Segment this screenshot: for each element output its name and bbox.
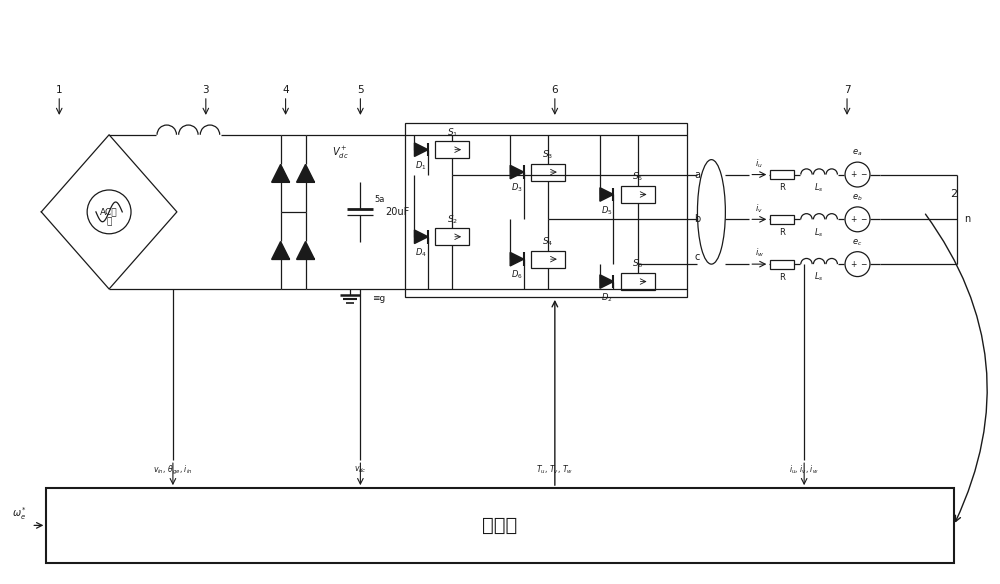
Text: $V_{dc}^+$: $V_{dc}^+$ (332, 145, 349, 161)
Text: $e_c$: $e_c$ (852, 238, 863, 248)
Polygon shape (297, 164, 315, 182)
Text: R: R (779, 273, 785, 281)
Text: $D_3$: $D_3$ (511, 182, 523, 194)
Text: $S_6$: $S_6$ (632, 258, 643, 270)
Text: 6: 6 (552, 85, 558, 95)
Text: $v_{dc}$: $v_{dc}$ (354, 465, 367, 475)
Text: 7: 7 (844, 85, 850, 95)
Text: $v_{in}$, $\theta_{ge}$, $i_{in}$: $v_{in}$, $\theta_{ge}$, $i_{in}$ (153, 464, 193, 477)
Text: ≡g: ≡g (372, 294, 386, 304)
Text: R: R (779, 228, 785, 237)
Text: −: − (860, 170, 866, 179)
Polygon shape (510, 165, 524, 179)
Polygon shape (272, 242, 290, 259)
Text: 3: 3 (203, 85, 209, 95)
Text: 4: 4 (282, 85, 289, 95)
Bar (435, 141, 469, 158)
Text: $S_1$: $S_1$ (447, 126, 458, 138)
Text: $i_v$: $i_v$ (755, 202, 763, 215)
Text: $T_u$, $T_v$, $T_w$: $T_u$, $T_v$, $T_w$ (536, 464, 573, 477)
Polygon shape (297, 242, 315, 259)
Text: $L_s$: $L_s$ (814, 226, 824, 238)
Bar (770, 215, 794, 224)
Text: $i_w$: $i_w$ (755, 247, 764, 259)
Text: b: b (694, 214, 701, 224)
Bar (770, 170, 794, 179)
Text: $D_5$: $D_5$ (601, 204, 613, 217)
Text: $e_a$: $e_a$ (852, 148, 863, 158)
Bar (405, 123, 687, 297)
Text: $S_5$: $S_5$ (632, 171, 643, 183)
Text: $e_b$: $e_b$ (852, 193, 863, 203)
Text: $L_s$: $L_s$ (814, 271, 824, 283)
Text: $S_3$: $S_3$ (542, 148, 553, 161)
Bar (531, 164, 565, 180)
Text: $D_4$: $D_4$ (415, 246, 427, 259)
Text: $S_4$: $S_4$ (542, 235, 554, 248)
Text: +: + (850, 215, 856, 224)
Text: 5a: 5a (374, 196, 385, 204)
Text: R: R (779, 183, 785, 192)
Text: 控制部: 控制部 (482, 516, 518, 535)
Text: −: − (860, 215, 866, 224)
Text: 20uF: 20uF (385, 207, 409, 217)
Polygon shape (272, 164, 290, 182)
Bar (531, 251, 565, 267)
Text: $S_2$: $S_2$ (447, 213, 458, 225)
Text: a: a (694, 169, 700, 179)
Text: −: − (860, 260, 866, 269)
Text: 1: 1 (56, 85, 63, 95)
Text: 2: 2 (950, 189, 957, 199)
Text: 5: 5 (357, 85, 364, 95)
Text: +: + (850, 170, 856, 179)
Polygon shape (600, 187, 613, 201)
Text: AC电
源: AC电 源 (100, 207, 118, 227)
Text: $i_u$: $i_u$ (755, 157, 763, 170)
Text: c: c (694, 252, 700, 262)
Text: $\omega_e^*$: $\omega_e^*$ (12, 505, 27, 522)
Text: $D_1$: $D_1$ (415, 159, 427, 172)
Polygon shape (600, 275, 613, 288)
Bar (621, 273, 655, 290)
Bar (435, 228, 469, 245)
Bar (621, 186, 655, 203)
Text: $i_u$, $i_v$, $i_w$: $i_u$, $i_v$, $i_w$ (789, 464, 819, 477)
Text: $D_2$: $D_2$ (601, 291, 613, 304)
Bar (770, 260, 794, 269)
Text: n: n (964, 214, 970, 224)
Text: $D_6$: $D_6$ (511, 269, 523, 281)
Polygon shape (414, 230, 428, 244)
Polygon shape (510, 252, 524, 266)
Text: +: + (850, 260, 856, 269)
Bar (46, 488, 954, 563)
Text: $L_s$: $L_s$ (814, 181, 824, 194)
Polygon shape (414, 143, 428, 157)
